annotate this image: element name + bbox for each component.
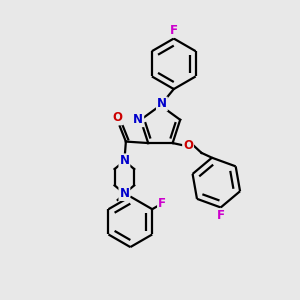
Text: N: N	[157, 98, 167, 110]
Text: O: O	[113, 111, 123, 124]
Text: O: O	[183, 139, 193, 152]
Text: F: F	[217, 209, 225, 222]
Text: N: N	[119, 154, 129, 167]
Text: F: F	[158, 197, 166, 210]
Text: N: N	[133, 113, 143, 126]
Text: N: N	[119, 187, 129, 200]
Text: F: F	[170, 24, 178, 37]
